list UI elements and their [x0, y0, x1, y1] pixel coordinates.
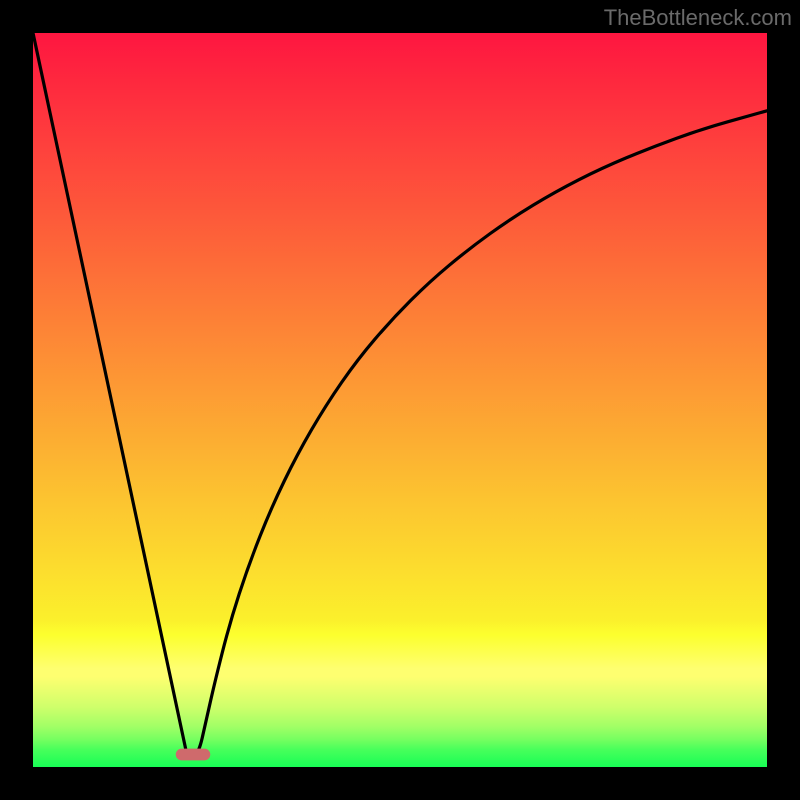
chart-svg — [0, 0, 800, 800]
optimum-marker — [176, 749, 210, 761]
watermark-text: TheBottleneck.com — [604, 5, 792, 31]
bottleneck-chart: TheBottleneck.com — [0, 0, 800, 800]
chart-background — [33, 33, 767, 767]
